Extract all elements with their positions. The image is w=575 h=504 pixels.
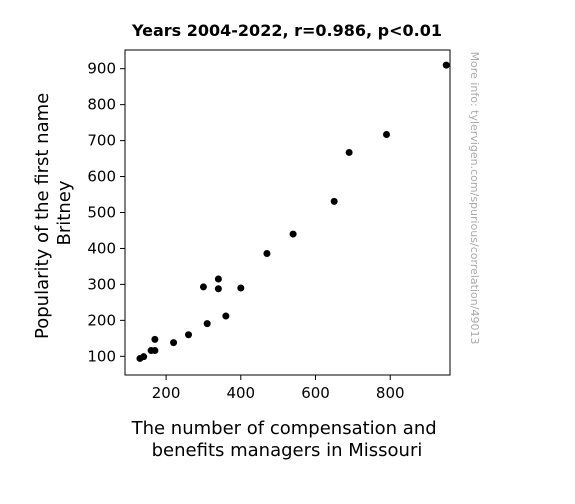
x-tick-label: 400 (226, 384, 255, 402)
x-axis-label: The number of compensation and benefits … (131, 418, 443, 461)
data-point (170, 339, 178, 347)
y-tick-label: 900 (87, 60, 116, 78)
data-point (136, 354, 144, 362)
data-point (185, 331, 193, 339)
y-tick-label: 600 (87, 168, 116, 186)
data-point (382, 130, 390, 138)
y-axis-ticks: 100 200 300 400 500 600 700 800 900 (87, 60, 125, 365)
data-point (214, 285, 222, 293)
x-tick-label: 800 (376, 384, 405, 402)
data-point (237, 284, 245, 292)
data-points (136, 61, 450, 362)
data-point (289, 230, 297, 238)
x-axis-label-line-1: The number of compensation and (131, 418, 437, 439)
x-tick-label: 200 (152, 384, 181, 402)
y-tick-label: 700 (87, 132, 116, 150)
data-point (442, 61, 450, 69)
y-tick-label: 800 (87, 96, 116, 114)
data-point (222, 312, 230, 320)
y-tick-label: 100 (87, 347, 116, 365)
x-tick-label: 600 (301, 384, 330, 402)
source-watermark: More info: tylervigen.com/spurious/corre… (468, 52, 481, 345)
data-point (330, 197, 338, 205)
data-point (345, 148, 353, 156)
y-tick-label: 300 (87, 275, 116, 293)
x-axis-ticks: 200 400 600 800 (152, 375, 405, 402)
data-point (214, 275, 222, 283)
y-tick-label: 500 (87, 204, 116, 222)
data-point (263, 249, 271, 257)
y-axis-label: Popularity of the first name Britney (32, 87, 75, 339)
data-point (199, 283, 207, 291)
y-axis-label-line-1: Popularity of the first name (32, 93, 53, 339)
y-tick-label: 200 (87, 311, 116, 329)
data-point (147, 347, 155, 355)
x-axis-label-line-2: benefits managers in Missouri (152, 440, 423, 461)
y-tick-label: 400 (87, 239, 116, 257)
data-point (203, 320, 211, 328)
y-axis-label-line-2: Britney (54, 180, 75, 245)
data-point (151, 335, 159, 343)
plot-area (124, 49, 451, 376)
chart-title: Years 2004-2022, r=0.986, p<0.01 (131, 21, 442, 40)
